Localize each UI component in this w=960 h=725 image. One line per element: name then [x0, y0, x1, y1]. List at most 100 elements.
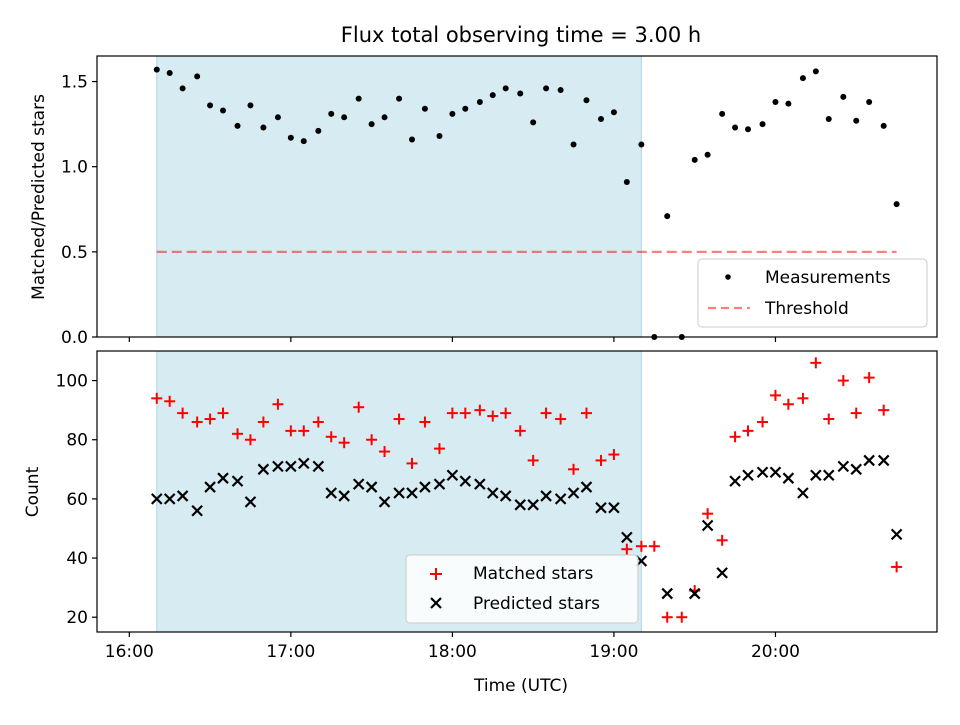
measurement-point — [207, 102, 214, 109]
matched-star-point — [406, 457, 418, 469]
measurement-point — [449, 110, 456, 117]
predicted-star-stroke — [527, 499, 539, 511]
predicted-star-stroke — [378, 496, 391, 508]
predicted-star-stroke — [716, 567, 728, 579]
predicted-star-point — [406, 487, 418, 499]
predicted-star-stroke — [163, 493, 176, 505]
measurement-point — [638, 141, 645, 148]
measurement-point — [489, 92, 496, 99]
measurement-point — [274, 114, 281, 121]
legend-predicted-label: Predicted stars — [473, 594, 600, 614]
predicted-star-point — [312, 460, 325, 473]
predicted-star-stroke — [877, 454, 890, 467]
matched-star-point — [797, 392, 809, 404]
bottom-y-tick-label: 80 — [66, 431, 88, 451]
predicted-star-stroke — [729, 475, 741, 487]
measurement-point — [220, 107, 226, 114]
matched-star-point — [850, 407, 862, 419]
predicted-star-stroke — [782, 472, 795, 484]
predicted-star-stroke — [514, 499, 527, 511]
predicted-star-stroke — [756, 466, 769, 479]
matched-star-point — [891, 561, 903, 573]
measurement-point — [260, 124, 267, 131]
predicted-star-point — [191, 504, 203, 517]
matched-star-point — [338, 437, 350, 449]
matched-star-point — [568, 463, 580, 475]
measurement-point — [719, 110, 726, 117]
predicted-star-point — [621, 531, 633, 544]
top-y-tick-label: 1.0 — [61, 158, 88, 178]
predicted-star-point — [850, 463, 863, 476]
matched-star-point — [446, 407, 458, 419]
predicted-star-stroke — [231, 475, 244, 487]
predicted-star-stroke — [176, 490, 189, 502]
predicted-star-point — [285, 460, 297, 473]
predicted-star-point — [863, 454, 875, 467]
measurement-point — [409, 136, 415, 143]
predicted-star-point — [701, 519, 714, 532]
bottom-y-tick-label: 20 — [66, 608, 88, 628]
predicted-star-point — [769, 466, 782, 479]
predicted-star-point — [540, 490, 552, 502]
matched-star-point — [419, 416, 431, 428]
measurement-point — [436, 133, 443, 140]
predicted-star-point — [257, 463, 270, 476]
measurement-point — [866, 98, 873, 105]
predicted-star-stroke — [661, 587, 674, 600]
matched-star-point — [527, 454, 539, 466]
x-axis-label: Time (UTC) — [473, 676, 568, 696]
matched-star-point — [635, 540, 647, 552]
measurement-point — [234, 122, 241, 129]
top-y-tick-label: 0.5 — [61, 243, 88, 263]
matched-star-point — [459, 407, 471, 419]
predicted-star-point — [554, 493, 567, 505]
x-tick-label: 17:00 — [266, 642, 315, 662]
predicted-star-point — [459, 475, 472, 487]
bottom-y-tick-label: 60 — [66, 490, 88, 510]
predicted-star-point — [163, 493, 176, 505]
predicted-star-point — [217, 472, 229, 484]
predicted-star-stroke — [621, 531, 633, 544]
predicted-star-point — [204, 481, 216, 493]
matched-star-point — [204, 413, 216, 425]
measurement-point — [785, 100, 792, 107]
measurement-point — [247, 102, 254, 109]
x-tick-label: 16:00 — [105, 642, 154, 662]
predicted-star-point — [272, 460, 284, 473]
predicted-star-stroke — [272, 460, 284, 473]
x-tick-label: 20:00 — [751, 642, 800, 662]
measurement-point — [179, 85, 186, 92]
measurement-point — [812, 68, 819, 75]
measurement-point — [543, 85, 550, 92]
x-tick-label: 19:00 — [589, 642, 638, 662]
top-y-tick-label: 0.0 — [61, 328, 88, 348]
measurement-point — [287, 134, 294, 141]
matched-star-point — [164, 395, 176, 407]
bottom-panel: 16:00 17:00 18:00 19:00 20:00 20 40 60 80 100 Matc… — [56, 350, 938, 662]
measurement-point — [583, 97, 590, 104]
predicted-star-point — [499, 490, 512, 502]
measurement-point — [381, 114, 388, 121]
predicted-star-point — [446, 469, 459, 482]
measurement-point — [530, 119, 537, 126]
predicted-star-point — [150, 493, 163, 505]
predicted-star-point — [580, 481, 593, 493]
predicted-star-stroke — [688, 587, 701, 600]
matched-star-point — [540, 407, 552, 419]
predicted-star-stroke — [850, 463, 863, 476]
predicted-star-stroke — [822, 469, 835, 482]
measurement-point — [745, 126, 751, 133]
matched-star-point — [769, 389, 781, 401]
legend-predicted-marker — [430, 597, 442, 609]
matched-star-point — [325, 431, 337, 443]
predicted-star-point — [567, 487, 580, 499]
legend-measurements-label: Measurements — [765, 268, 891, 288]
predicted-star-stroke — [608, 501, 620, 514]
predicted-star-point — [365, 481, 378, 493]
bottom-axes-frame — [96, 350, 938, 633]
predicted-star-stroke — [352, 478, 365, 490]
predicted-star-stroke — [474, 478, 486, 490]
measurement-point — [799, 75, 806, 82]
measurement-point — [328, 110, 335, 117]
